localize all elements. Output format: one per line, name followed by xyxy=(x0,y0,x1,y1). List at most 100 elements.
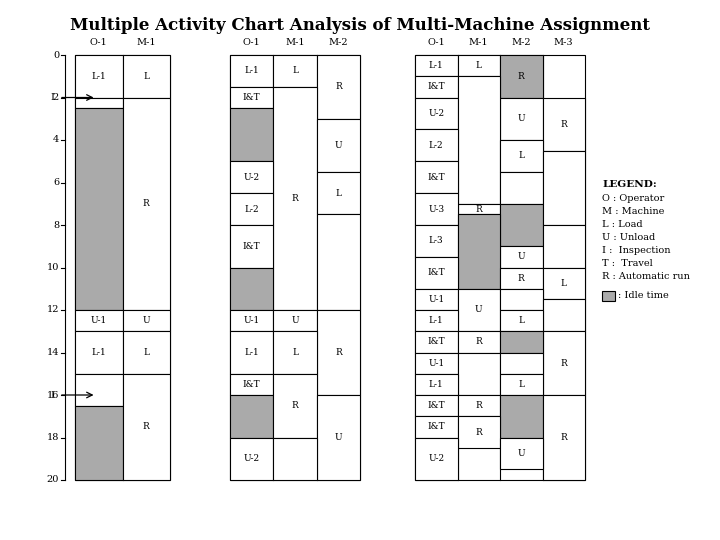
Text: R: R xyxy=(560,119,567,129)
Bar xyxy=(122,55,170,98)
Bar xyxy=(230,374,274,395)
Text: 6: 6 xyxy=(53,178,59,187)
Text: U: U xyxy=(518,252,525,261)
Bar xyxy=(317,119,360,172)
Bar xyxy=(230,437,274,480)
Text: L: L xyxy=(518,380,524,389)
Text: 4: 4 xyxy=(53,136,59,145)
Text: R: R xyxy=(143,199,150,208)
Bar xyxy=(500,267,542,289)
Bar xyxy=(457,214,500,289)
Bar xyxy=(415,331,457,353)
Text: I: I xyxy=(50,390,54,400)
Bar xyxy=(230,87,274,108)
Bar xyxy=(542,331,585,395)
Text: L: L xyxy=(518,316,524,325)
Text: M-1: M-1 xyxy=(285,38,305,47)
Text: M : Machine: M : Machine xyxy=(602,207,665,216)
Text: M-2: M-2 xyxy=(511,38,531,47)
Text: U: U xyxy=(518,114,525,123)
Bar xyxy=(500,172,542,204)
Text: O-1: O-1 xyxy=(90,38,107,47)
Text: R: R xyxy=(335,348,342,357)
Text: R: R xyxy=(560,359,567,368)
Text: U-1: U-1 xyxy=(91,316,107,325)
Bar xyxy=(500,310,542,331)
Text: L-1: L-1 xyxy=(429,380,444,389)
Text: L: L xyxy=(143,348,149,357)
Bar xyxy=(457,289,500,331)
Text: 20: 20 xyxy=(47,476,59,484)
Bar xyxy=(415,289,457,310)
Bar xyxy=(542,267,585,299)
Text: U: U xyxy=(291,316,299,325)
Bar xyxy=(500,289,542,310)
Text: I&T: I&T xyxy=(428,338,445,346)
Text: T :  Travel: T : Travel xyxy=(602,259,653,268)
Text: L-1: L-1 xyxy=(244,66,259,76)
Bar xyxy=(415,130,457,161)
Bar xyxy=(542,395,585,480)
Text: R : Automatic run: R : Automatic run xyxy=(602,272,690,281)
Text: R: R xyxy=(335,83,342,91)
Bar xyxy=(317,214,360,310)
Bar xyxy=(457,395,500,416)
Text: U-2: U-2 xyxy=(428,454,444,463)
Bar xyxy=(75,374,122,406)
Text: R: R xyxy=(560,433,567,442)
Text: M-2: M-2 xyxy=(328,38,348,47)
Bar xyxy=(274,331,317,374)
Bar xyxy=(415,193,457,225)
Bar xyxy=(602,291,615,301)
Bar xyxy=(230,55,360,480)
Bar xyxy=(75,55,122,98)
Text: U: U xyxy=(335,141,342,150)
Bar xyxy=(500,98,542,140)
Bar xyxy=(415,374,457,395)
Text: L: L xyxy=(292,348,298,357)
Bar xyxy=(415,76,457,98)
Bar xyxy=(500,140,542,172)
Text: M-1: M-1 xyxy=(136,38,156,47)
Bar xyxy=(457,76,500,204)
Bar xyxy=(75,310,122,331)
Text: 18: 18 xyxy=(47,433,59,442)
Bar xyxy=(415,55,457,76)
Text: L-1: L-1 xyxy=(429,316,444,325)
Text: R: R xyxy=(475,401,482,410)
Bar xyxy=(230,55,274,87)
Bar xyxy=(274,55,317,87)
Bar xyxy=(75,406,122,480)
Text: 12: 12 xyxy=(47,306,59,314)
Text: U-2: U-2 xyxy=(243,173,260,181)
Bar xyxy=(542,225,585,267)
Bar xyxy=(415,416,457,437)
Text: I :  Inspection: I : Inspection xyxy=(602,246,670,255)
Bar xyxy=(122,374,170,480)
Bar xyxy=(500,395,542,437)
Text: I&T: I&T xyxy=(428,173,445,181)
Text: L: L xyxy=(336,188,341,198)
Text: U-1: U-1 xyxy=(243,316,260,325)
Text: L : Load: L : Load xyxy=(602,220,643,229)
Text: I&T: I&T xyxy=(428,83,445,91)
Text: O-1: O-1 xyxy=(428,38,445,47)
Bar xyxy=(415,257,457,289)
Bar xyxy=(457,416,500,448)
Text: R: R xyxy=(143,422,150,431)
Text: L: L xyxy=(561,279,567,288)
Bar xyxy=(230,161,274,193)
Text: R: R xyxy=(292,401,298,410)
Text: LEGEND:: LEGEND: xyxy=(602,180,657,189)
Bar xyxy=(230,395,274,437)
Text: R: R xyxy=(518,72,525,81)
Bar xyxy=(75,331,122,374)
Bar xyxy=(230,331,274,374)
Text: R: R xyxy=(475,428,482,437)
Text: U : Unload: U : Unload xyxy=(602,233,655,242)
Text: U-2: U-2 xyxy=(428,109,444,118)
Text: 10: 10 xyxy=(47,263,59,272)
Text: 14: 14 xyxy=(47,348,59,357)
Text: L: L xyxy=(476,61,482,70)
Bar xyxy=(274,374,317,437)
